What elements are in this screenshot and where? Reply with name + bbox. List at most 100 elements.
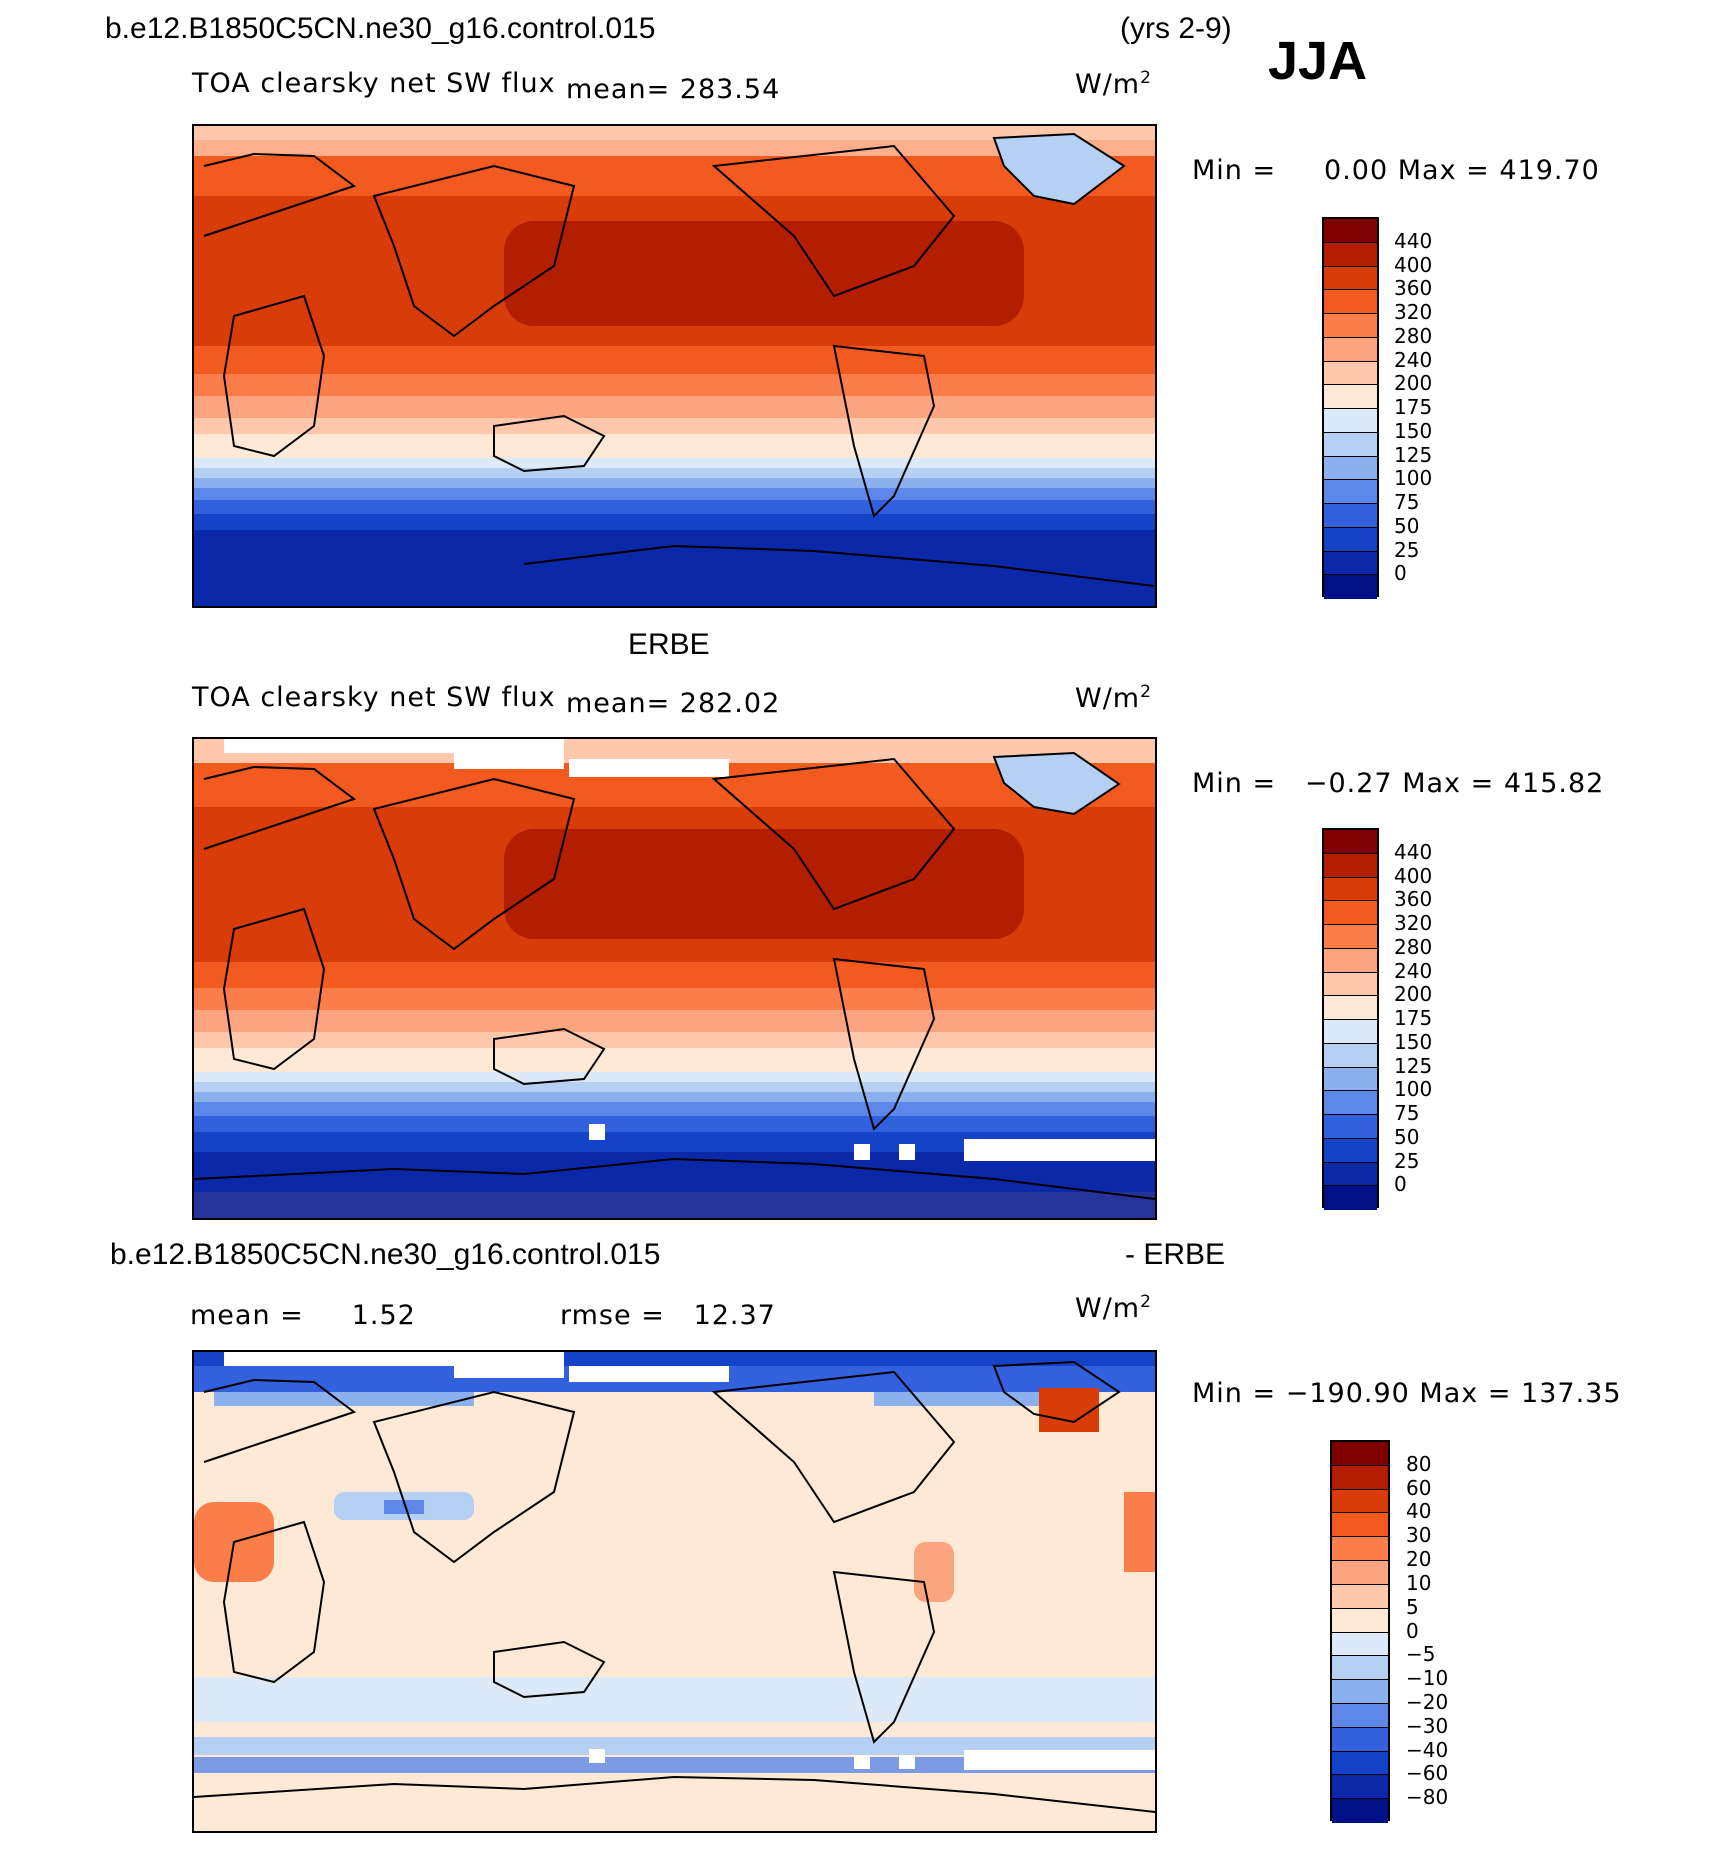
- panel3-colorbar: [1330, 1440, 1390, 1823]
- panel3-map-svg: [194, 1352, 1155, 1831]
- panel3-case-title: b.e12.B1850C5CN.ne30_g16.control.015: [110, 1238, 661, 1271]
- panel1-minmax: Min = 0.00 Max = 419.70: [1192, 155, 1600, 186]
- colorbar-segment: [1324, 1091, 1377, 1115]
- colorbar-segment: [1324, 551, 1377, 576]
- panel3-map: [192, 1350, 1157, 1833]
- colorbar-tick-label: −80: [1406, 1785, 1449, 1810]
- colorbar-tick-label: 200: [1394, 982, 1433, 1007]
- colorbar-segment: [1324, 996, 1377, 1020]
- colorbar-segment: [1332, 1703, 1388, 1728]
- colorbar-tick-label: 125: [1394, 442, 1433, 467]
- colorbar-segment: [1324, 575, 1377, 599]
- panel1-map-svg: [194, 126, 1155, 606]
- colorbar-tick-label: −30: [1406, 1713, 1449, 1738]
- colorbar-segment: [1324, 337, 1377, 362]
- colorbar-segment: [1324, 972, 1377, 997]
- panel2-units: W/m2: [1075, 682, 1152, 714]
- colorbar-segment: [1332, 1775, 1388, 1800]
- colorbar-segment: [1332, 1465, 1388, 1490]
- colorbar-tick-label: 175: [1394, 1006, 1433, 1030]
- colorbar-segment: [1324, 853, 1377, 878]
- colorbar-tick-label: 360: [1394, 887, 1433, 912]
- colorbar-segment: [1324, 361, 1377, 386]
- case-title: b.e12.B1850C5CN.ne30_g16.control.015: [105, 12, 656, 45]
- years-label: (yrs 2-9): [1120, 12, 1232, 45]
- colorbar-segment: [1332, 1799, 1388, 1823]
- colorbar-segment: [1324, 456, 1377, 481]
- colorbar-segment: [1324, 242, 1377, 267]
- panel1-mean: mean= 283.54: [566, 74, 781, 105]
- panel3-minus-label: - ERBE: [1125, 1238, 1226, 1271]
- colorbar-tick-label: 75: [1394, 490, 1420, 514]
- colorbar-segment: [1324, 1020, 1377, 1044]
- colorbar-segment: [1324, 504, 1377, 528]
- colorbar-tick-label: 0: [1394, 1172, 1407, 1197]
- panel2-map-svg: [194, 739, 1155, 1218]
- colorbar-tick-label: 0: [1394, 561, 1407, 586]
- colorbar-segment: [1324, 432, 1377, 457]
- colorbar-segment: [1332, 1489, 1388, 1514]
- colorbar-segment: [1324, 925, 1377, 949]
- colorbar-segment: [1332, 1656, 1388, 1681]
- colorbar-tick-label: −40: [1406, 1737, 1449, 1762]
- panel3-minmax: Min = −190.90 Max = 137.35: [1192, 1378, 1622, 1409]
- colorbar-tick-label: 40: [1406, 1499, 1432, 1524]
- colorbar-tick-label: −10: [1406, 1666, 1449, 1691]
- colorbar-tick-label: 150: [1394, 418, 1433, 443]
- colorbar-segment: [1324, 948, 1377, 973]
- colorbar-tick-label: 240: [1394, 958, 1433, 983]
- colorbar-tick-label: 25: [1394, 537, 1420, 562]
- colorbar-segment: [1324, 385, 1377, 409]
- panel1-variable: TOA clearsky net SW flux: [192, 68, 556, 99]
- colorbar-segment: [1324, 290, 1377, 314]
- colorbar-tick-label: −60: [1406, 1761, 1449, 1786]
- colorbar-segment: [1324, 527, 1377, 552]
- panel3-mean: mean = 1.52: [190, 1300, 416, 1331]
- colorbar-tick-label: 100: [1394, 1077, 1433, 1102]
- colorbar-segment: [1324, 314, 1377, 338]
- colorbar-tick-label: 60: [1406, 1475, 1432, 1500]
- colorbar-segment: [1332, 1537, 1388, 1562]
- colorbar-segment: [1324, 1186, 1377, 1210]
- colorbar-tick-label: −20: [1406, 1689, 1449, 1714]
- colorbar-segment: [1332, 1680, 1388, 1704]
- panel1-units: W/m2: [1075, 68, 1152, 100]
- colorbar-tick-label: 0: [1406, 1618, 1419, 1643]
- colorbar-segment: [1324, 830, 1377, 854]
- colorbar-segment: [1332, 1632, 1388, 1657]
- colorbar-segment: [1324, 1043, 1377, 1068]
- colorbar-tick-label: 75: [1394, 1101, 1420, 1125]
- colorbar-tick-label: −5: [1406, 1642, 1436, 1667]
- colorbar-segment: [1324, 901, 1377, 925]
- colorbar-segment: [1332, 1561, 1388, 1585]
- colorbar-segment: [1332, 1727, 1388, 1752]
- colorbar-tick-label: 50: [1394, 1124, 1420, 1149]
- colorbar-tick-label: 5: [1406, 1594, 1419, 1619]
- colorbar-tick-label: 320: [1394, 300, 1433, 324]
- colorbar-tick-label: 175: [1394, 395, 1433, 419]
- colorbar-tick-label: 200: [1394, 371, 1433, 396]
- colorbar-segment: [1324, 1115, 1377, 1139]
- colorbar-segment: [1324, 1138, 1377, 1163]
- colorbar-tick-label: 125: [1394, 1053, 1433, 1078]
- colorbar-tick-label: 240: [1394, 347, 1433, 372]
- panel2-variable: TOA clearsky net SW flux: [192, 682, 556, 713]
- colorbar-segment: [1324, 409, 1377, 433]
- panel2-mean: mean= 282.02: [566, 688, 781, 719]
- colorbar-tick-label: 80: [1406, 1451, 1432, 1476]
- colorbar-tick-label: 30: [1406, 1523, 1432, 1548]
- panel1-map: [192, 124, 1157, 608]
- colorbar-tick-label: 280: [1394, 934, 1433, 959]
- colorbar-tick-label: 400: [1394, 252, 1433, 277]
- colorbar-segment: [1332, 1608, 1388, 1633]
- colorbar-segment: [1332, 1584, 1388, 1609]
- colorbar-segment: [1324, 266, 1377, 291]
- colorbar-tick-label: 440: [1394, 839, 1433, 864]
- colorbar-tick-label: 10: [1406, 1570, 1432, 1595]
- colorbar-tick-label: 50: [1394, 513, 1420, 538]
- colorbar-tick-label: 150: [1394, 1029, 1433, 1054]
- panel3-rmse: rmse = 12.37: [560, 1300, 776, 1331]
- colorbar-segment: [1324, 219, 1377, 243]
- colorbar-tick-label: 20: [1406, 1547, 1432, 1572]
- colorbar-segment: [1332, 1442, 1388, 1466]
